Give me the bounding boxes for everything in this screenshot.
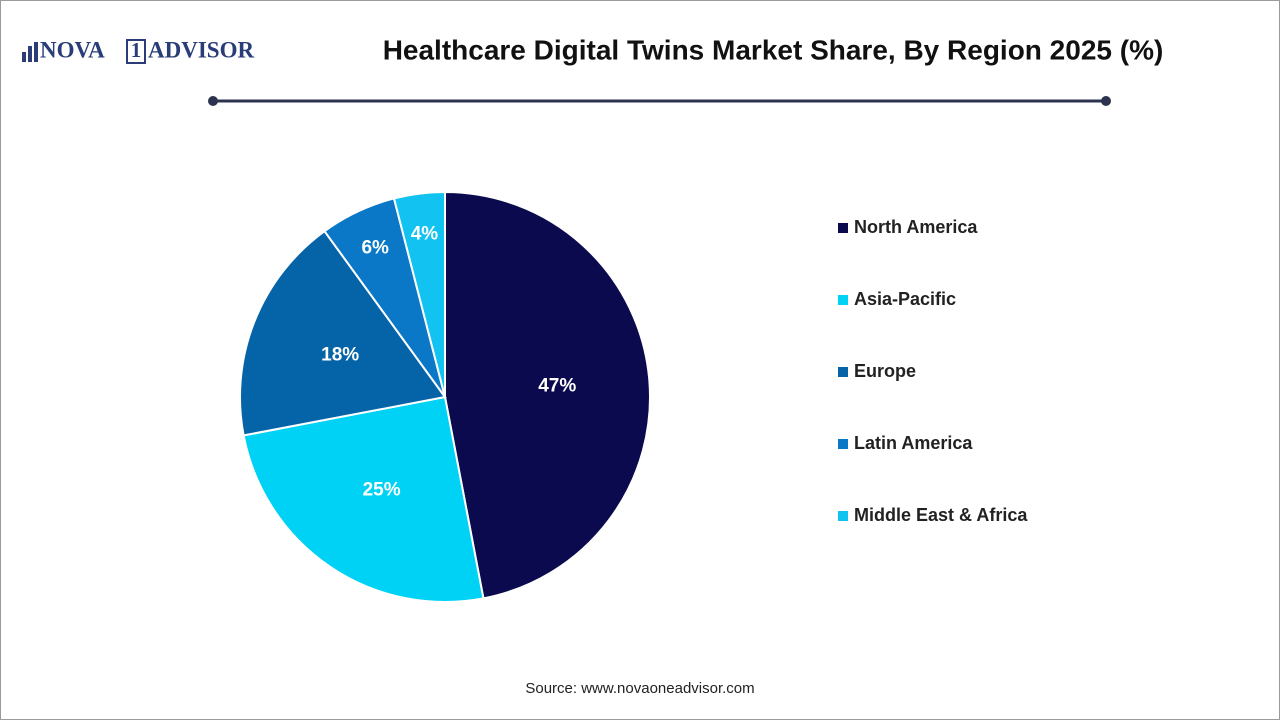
pie-slice: [242, 395, 485, 603]
legend-label: North America: [854, 217, 978, 237]
logo-bar: [34, 42, 38, 62]
legend-swatch: [838, 439, 848, 449]
chart-title: Healthcare Digital Twins Market Share, B…: [383, 34, 1164, 65]
rule-dot: [1101, 96, 1111, 106]
logo-bar: [22, 52, 26, 62]
data-label: 25%: [363, 479, 401, 500]
pie-slice: [392, 190, 446, 398]
data-label: 6%: [361, 238, 389, 259]
rule-dot: [208, 96, 218, 106]
legend-label: Middle East & Africa: [854, 505, 1028, 525]
legend-swatch: [838, 367, 848, 377]
pie-slice: [239, 229, 447, 437]
pie-slice: [444, 190, 651, 600]
logo-bar: [28, 46, 32, 62]
logo: NOVA 1 ADVISOR: [22, 37, 254, 64]
data-label: 4%: [411, 223, 439, 244]
data-label: 18%: [321, 345, 359, 366]
legend-label: Asia-Pacific: [854, 289, 956, 309]
data-label: 47%: [538, 375, 576, 396]
logo-mark: 1: [131, 38, 142, 62]
logo-text: NOVA: [40, 37, 105, 62]
legend-swatch: [838, 511, 848, 521]
legend-swatch: [838, 223, 848, 233]
logo-text: ADVISOR: [148, 37, 254, 62]
source: Source: www.novaoneadvisor.com: [525, 680, 754, 697]
legend-label: Latin America: [854, 433, 973, 453]
logo-box: [126, 39, 146, 64]
legend-label: Europe: [854, 361, 916, 381]
legend-swatch: [838, 295, 848, 305]
